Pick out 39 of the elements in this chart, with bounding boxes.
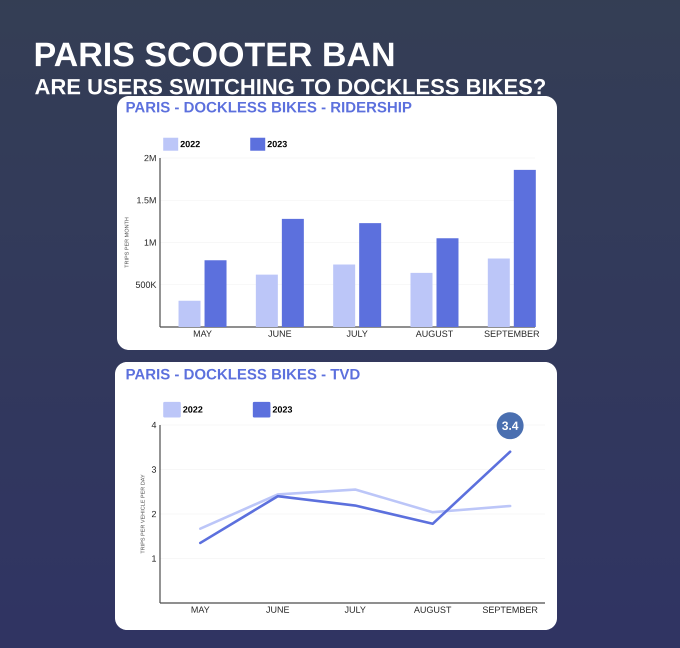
x-tick-label: JUNE — [268, 330, 292, 337]
x-tick-label: AUGUST — [416, 330, 454, 337]
x-tick-label: MAY — [194, 330, 212, 337]
bar — [282, 218, 304, 327]
legend-label: 2022 — [183, 406, 202, 413]
bar — [333, 264, 356, 327]
legend-label: 2022 — [180, 140, 200, 148]
line-series — [198, 450, 512, 544]
y-tick-label: 1.5M — [137, 197, 156, 204]
bar — [178, 300, 201, 327]
x-tick-label: SEPTEMBER — [482, 606, 538, 613]
legend-label: 2023 — [268, 140, 287, 148]
y-tick-label: 500K — [136, 282, 156, 288]
y-tick-label: 2 — [152, 510, 156, 518]
text: PARIS SCOOTER BAN — [36, 42, 394, 66]
line-series — [198, 488, 512, 530]
x-tick-label: JUNE — [266, 606, 290, 613]
text: ARE USERS SWITCHING TO DOCKLESS BIKES? — [35, 78, 546, 94]
data-label: 3.4 — [502, 421, 518, 430]
bar — [436, 238, 458, 327]
y-tick-label: 1 — [152, 555, 156, 562]
x-tick-label: JULY — [344, 606, 366, 613]
legend-label: 2023 — [272, 406, 292, 413]
bar — [410, 272, 432, 327]
bar — [204, 260, 227, 327]
bar — [488, 258, 510, 327]
chart-title: PARIS - DOCKLESS BIKES - TVD — [126, 368, 360, 380]
x-tick-label: SEPTEMBER — [484, 330, 540, 337]
x-tick-label: JULY — [346, 330, 368, 337]
y-tick-label: 2M — [144, 154, 156, 162]
x-tick-label: AUGUST — [414, 606, 452, 613]
y-tick-label: 3 — [152, 466, 156, 473]
y-tick-label: 1M — [144, 239, 156, 246]
bar — [514, 170, 536, 327]
y-tick-label: 4 — [152, 422, 156, 428]
x-tick-label: MAY — [192, 606, 210, 613]
bar — [256, 274, 278, 327]
bar — [359, 223, 382, 327]
chart-title: PARIS - DOCKLESS BIKES - RIDERSHIP — [126, 102, 412, 112]
